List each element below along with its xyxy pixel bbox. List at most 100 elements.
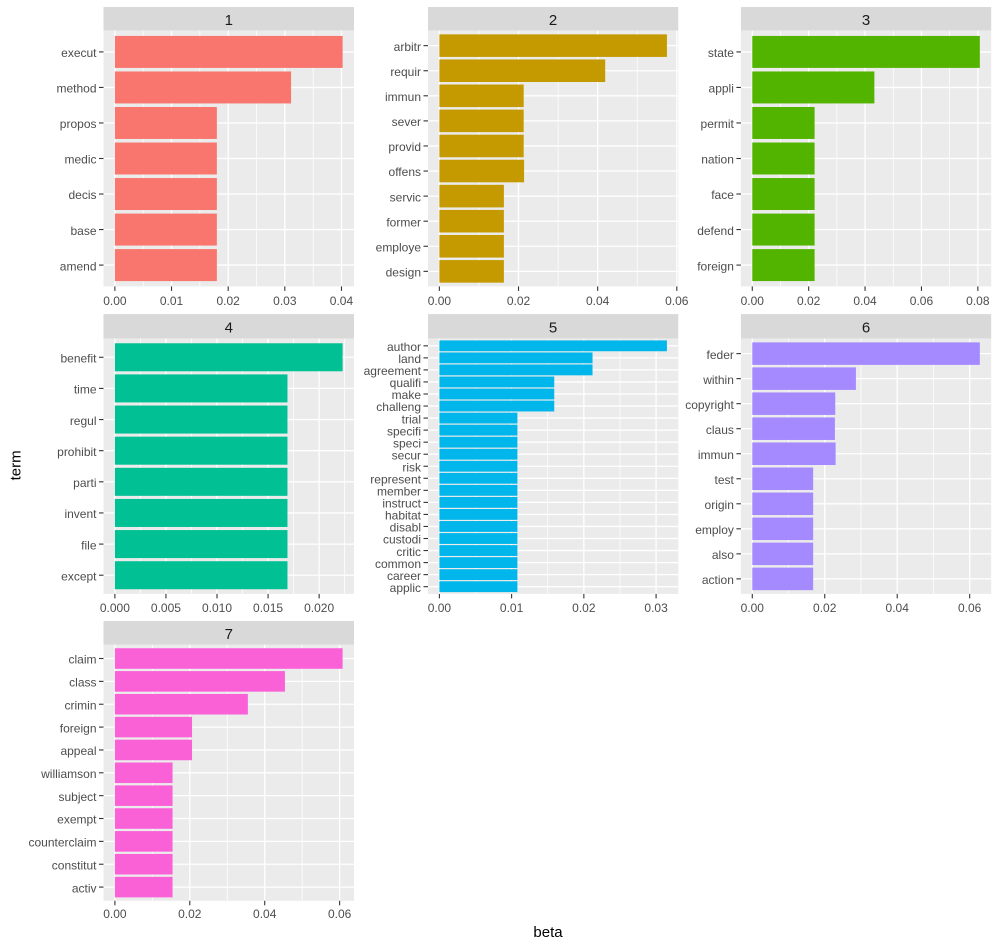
svg-text:0.01: 0.01 — [160, 294, 184, 308]
svg-text:provid: provid — [388, 140, 421, 154]
svg-text:execut: execut — [61, 46, 97, 60]
svg-text:constitut: constitut — [52, 858, 97, 872]
svg-text:employe: employe — [376, 240, 422, 254]
svg-text:method: method — [56, 82, 96, 96]
svg-text:0.00: 0.00 — [428, 601, 452, 615]
svg-text:test: test — [715, 473, 735, 487]
svg-text:nation: nation — [701, 153, 734, 167]
svg-text:agreement: agreement — [364, 364, 422, 378]
svg-text:1: 1 — [225, 12, 233, 29]
svg-text:represent: represent — [370, 472, 421, 486]
svg-text:secur: secur — [392, 448, 421, 462]
svg-text:qualifi: qualifi — [390, 376, 421, 390]
svg-text:make: make — [392, 388, 422, 402]
svg-text:trial: trial — [402, 412, 421, 426]
svg-text:also: also — [712, 548, 734, 562]
svg-text:class: class — [69, 676, 96, 690]
svg-text:0.06: 0.06 — [910, 294, 934, 308]
svg-text:land: land — [398, 352, 421, 366]
svg-text:0.000: 0.000 — [100, 601, 130, 615]
svg-text:amend: amend — [60, 259, 97, 273]
svg-text:6: 6 — [862, 320, 870, 337]
svg-text:requir: requir — [390, 65, 421, 79]
svg-text:0.02: 0.02 — [813, 601, 837, 615]
svg-text:invent: invent — [64, 507, 97, 521]
svg-text:beta: beta — [533, 924, 563, 941]
svg-text:appeal: appeal — [60, 744, 96, 758]
svg-text:former: former — [386, 215, 421, 229]
svg-text:file: file — [81, 538, 97, 552]
svg-text:member: member — [377, 485, 421, 499]
svg-text:risk: risk — [402, 460, 422, 474]
svg-text:permit: permit — [701, 117, 735, 131]
svg-text:medic: medic — [64, 153, 96, 167]
svg-text:crimin: crimin — [65, 698, 97, 712]
svg-text:except: except — [61, 569, 97, 583]
svg-text:7: 7 — [225, 626, 233, 643]
svg-text:subject: subject — [58, 790, 97, 804]
svg-text:action: action — [702, 573, 734, 587]
svg-text:0.005: 0.005 — [151, 601, 181, 615]
svg-text:critic: critic — [396, 545, 421, 559]
svg-text:parti: parti — [73, 476, 96, 490]
svg-text:foreign: foreign — [697, 259, 734, 273]
svg-text:claus: claus — [706, 423, 734, 437]
svg-text:speci: speci — [393, 436, 421, 450]
svg-text:0.00: 0.00 — [428, 294, 452, 308]
svg-text:0.02: 0.02 — [572, 601, 596, 615]
svg-text:disabl: disabl — [390, 521, 421, 535]
svg-text:decis: decis — [68, 188, 96, 202]
svg-text:2: 2 — [549, 12, 557, 29]
svg-text:0.06: 0.06 — [958, 601, 982, 615]
svg-text:custodi: custodi — [383, 533, 421, 547]
svg-text:0.00: 0.00 — [103, 294, 127, 308]
svg-text:5: 5 — [549, 320, 557, 337]
svg-text:0.04: 0.04 — [330, 294, 354, 308]
svg-text:immun: immun — [698, 448, 734, 462]
svg-text:williamson: williamson — [40, 767, 96, 781]
svg-text:benefit: benefit — [60, 351, 97, 365]
svg-text:origin: origin — [705, 498, 734, 512]
svg-text:arbitr: arbitr — [394, 40, 421, 54]
svg-text:immun: immun — [385, 90, 421, 104]
svg-text:sever: sever — [392, 115, 421, 129]
svg-text:0.02: 0.02 — [178, 907, 202, 921]
svg-text:common: common — [375, 557, 421, 571]
svg-text:design: design — [386, 266, 421, 280]
svg-text:0.03: 0.03 — [644, 601, 668, 615]
svg-text:counterclaim: counterclaim — [28, 836, 96, 850]
svg-text:exempt: exempt — [57, 813, 97, 827]
svg-text:offens: offens — [389, 165, 421, 179]
svg-text:4: 4 — [225, 320, 233, 337]
svg-text:employ: employ — [695, 523, 734, 537]
svg-text:activ: activ — [72, 881, 97, 895]
svg-text:0.00: 0.00 — [103, 907, 127, 921]
svg-text:instruct: instruct — [382, 497, 421, 511]
svg-text:servic: servic — [390, 190, 421, 204]
svg-text:foreign: foreign — [60, 721, 97, 735]
svg-text:0.00: 0.00 — [741, 601, 765, 615]
svg-text:specifi: specifi — [387, 424, 421, 438]
svg-text:applic: applic — [390, 581, 421, 595]
svg-text:challeng: challeng — [376, 400, 421, 414]
svg-text:regul: regul — [70, 414, 97, 428]
svg-text:0.00: 0.00 — [741, 294, 765, 308]
svg-text:base: base — [70, 224, 96, 238]
svg-text:0.04: 0.04 — [586, 294, 610, 308]
svg-text:0.03: 0.03 — [273, 294, 297, 308]
svg-text:0.015: 0.015 — [253, 601, 283, 615]
svg-text:copyright: copyright — [685, 398, 734, 412]
svg-text:appli: appli — [709, 82, 734, 96]
svg-text:0.02: 0.02 — [217, 294, 241, 308]
svg-text:prohibit: prohibit — [57, 445, 97, 459]
svg-text:0.08: 0.08 — [966, 294, 990, 308]
svg-text:0.020: 0.020 — [304, 601, 334, 615]
svg-text:time: time — [74, 383, 97, 397]
svg-text:feder: feder — [707, 348, 734, 362]
svg-text:0.04: 0.04 — [853, 294, 877, 308]
svg-text:face: face — [711, 188, 734, 202]
svg-text:defend: defend — [697, 224, 734, 238]
svg-text:0.04: 0.04 — [886, 601, 910, 615]
svg-text:habitat: habitat — [385, 509, 422, 523]
svg-text:propos: propos — [60, 117, 97, 131]
